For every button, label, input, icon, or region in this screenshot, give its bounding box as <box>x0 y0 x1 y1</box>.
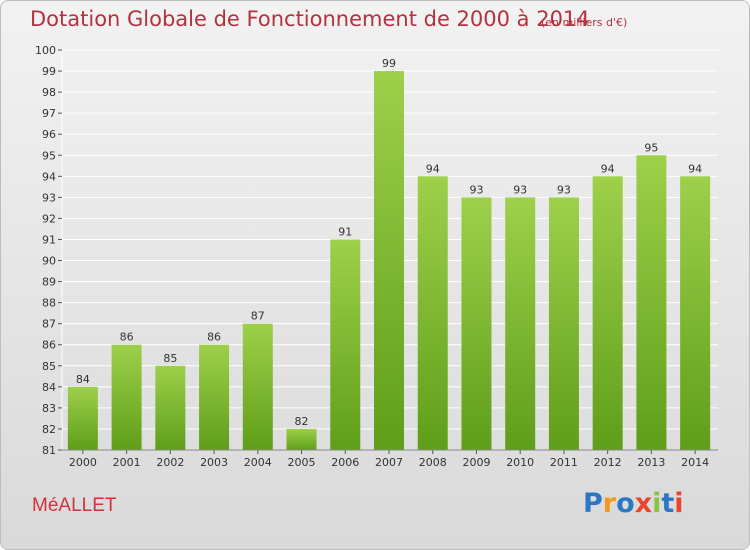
x-tick-label: 2001 <box>113 456 141 469</box>
data-label: 85 <box>163 352 177 365</box>
y-tick-label: 92 <box>42 212 56 225</box>
x-tick-label: 2006 <box>331 456 359 469</box>
y-tick-label: 100 <box>35 44 56 57</box>
x-tick-label: 2005 <box>288 456 316 469</box>
x-tick-label: 2009 <box>462 456 490 469</box>
x-tick-label: 2013 <box>637 456 665 469</box>
data-label: 91 <box>338 225 352 238</box>
bar <box>330 239 361 450</box>
data-label: 84 <box>76 373 90 386</box>
y-tick-label: 98 <box>42 86 56 99</box>
y-tick-label: 89 <box>42 276 56 289</box>
x-tick-label: 2012 <box>594 456 622 469</box>
bar <box>199 344 230 450</box>
bar <box>155 365 186 450</box>
x-tick-label: 2010 <box>506 456 534 469</box>
data-label: 82 <box>295 415 309 428</box>
data-label: 86 <box>207 331 221 344</box>
bar <box>461 197 492 450</box>
data-label: 94 <box>688 162 702 175</box>
y-tick-label: 83 <box>42 402 56 415</box>
proxiti-logo: Proxiti <box>583 488 684 519</box>
y-tick-label: 88 <box>42 297 56 310</box>
chart-title: Dotation Globale de Fonctionnement de 20… <box>30 7 590 31</box>
x-tick-label: 2011 <box>550 456 578 469</box>
bar <box>417 176 448 450</box>
y-tick-label: 94 <box>42 170 56 183</box>
x-tick-label: 2014 <box>681 456 709 469</box>
bar <box>680 176 711 450</box>
y-tick-label: 96 <box>42 128 56 141</box>
chart-subtitle: (en milliers d'€) <box>541 16 628 29</box>
y-tick-label: 86 <box>42 339 56 352</box>
y-tick-label: 85 <box>42 360 56 373</box>
logo-letter: x <box>634 488 653 519</box>
x-tick-label: 2004 <box>244 456 272 469</box>
bar <box>374 71 404 450</box>
data-label: 87 <box>251 310 265 323</box>
y-tick-label: 82 <box>42 423 56 436</box>
x-tick-label: 2002 <box>156 456 184 469</box>
logo-letter: t <box>661 488 675 519</box>
bar <box>505 197 536 450</box>
x-tick-label: 2003 <box>200 456 228 469</box>
y-tick-label: 84 <box>42 381 56 394</box>
data-label: 94 <box>426 162 440 175</box>
data-label: 94 <box>601 162 615 175</box>
logo-letter: P <box>583 488 603 519</box>
x-tick-label: 2008 <box>419 456 447 469</box>
logo-letter: i <box>652 488 662 519</box>
bar <box>111 344 142 450</box>
x-tick-label: 2007 <box>375 456 403 469</box>
bar <box>286 428 317 450</box>
y-tick-label: 81 <box>42 444 56 457</box>
logo-letter: r <box>602 488 617 519</box>
bar <box>592 176 623 450</box>
bar <box>636 155 667 450</box>
data-label: 93 <box>469 183 483 196</box>
y-tick-label: 91 <box>42 233 56 246</box>
bar <box>242 323 273 450</box>
data-label: 86 <box>120 331 134 344</box>
data-label: 95 <box>644 141 658 154</box>
bar <box>67 386 98 450</box>
bar <box>548 197 579 450</box>
x-tick-label: 2000 <box>69 456 97 469</box>
data-label: 93 <box>513 183 527 196</box>
logo-letter: o <box>616 488 635 519</box>
y-tick-label: 95 <box>42 149 56 162</box>
y-tick-label: 97 <box>42 107 56 120</box>
y-tick-label: 87 <box>42 318 56 331</box>
logo-letter: i <box>674 488 684 519</box>
data-label: 99 <box>382 57 396 70</box>
y-tick-label: 90 <box>42 255 56 268</box>
place-name: MéALLET <box>32 495 117 516</box>
data-label: 93 <box>557 183 571 196</box>
y-tick-label: 99 <box>42 65 56 78</box>
y-tick-label: 93 <box>42 191 56 204</box>
